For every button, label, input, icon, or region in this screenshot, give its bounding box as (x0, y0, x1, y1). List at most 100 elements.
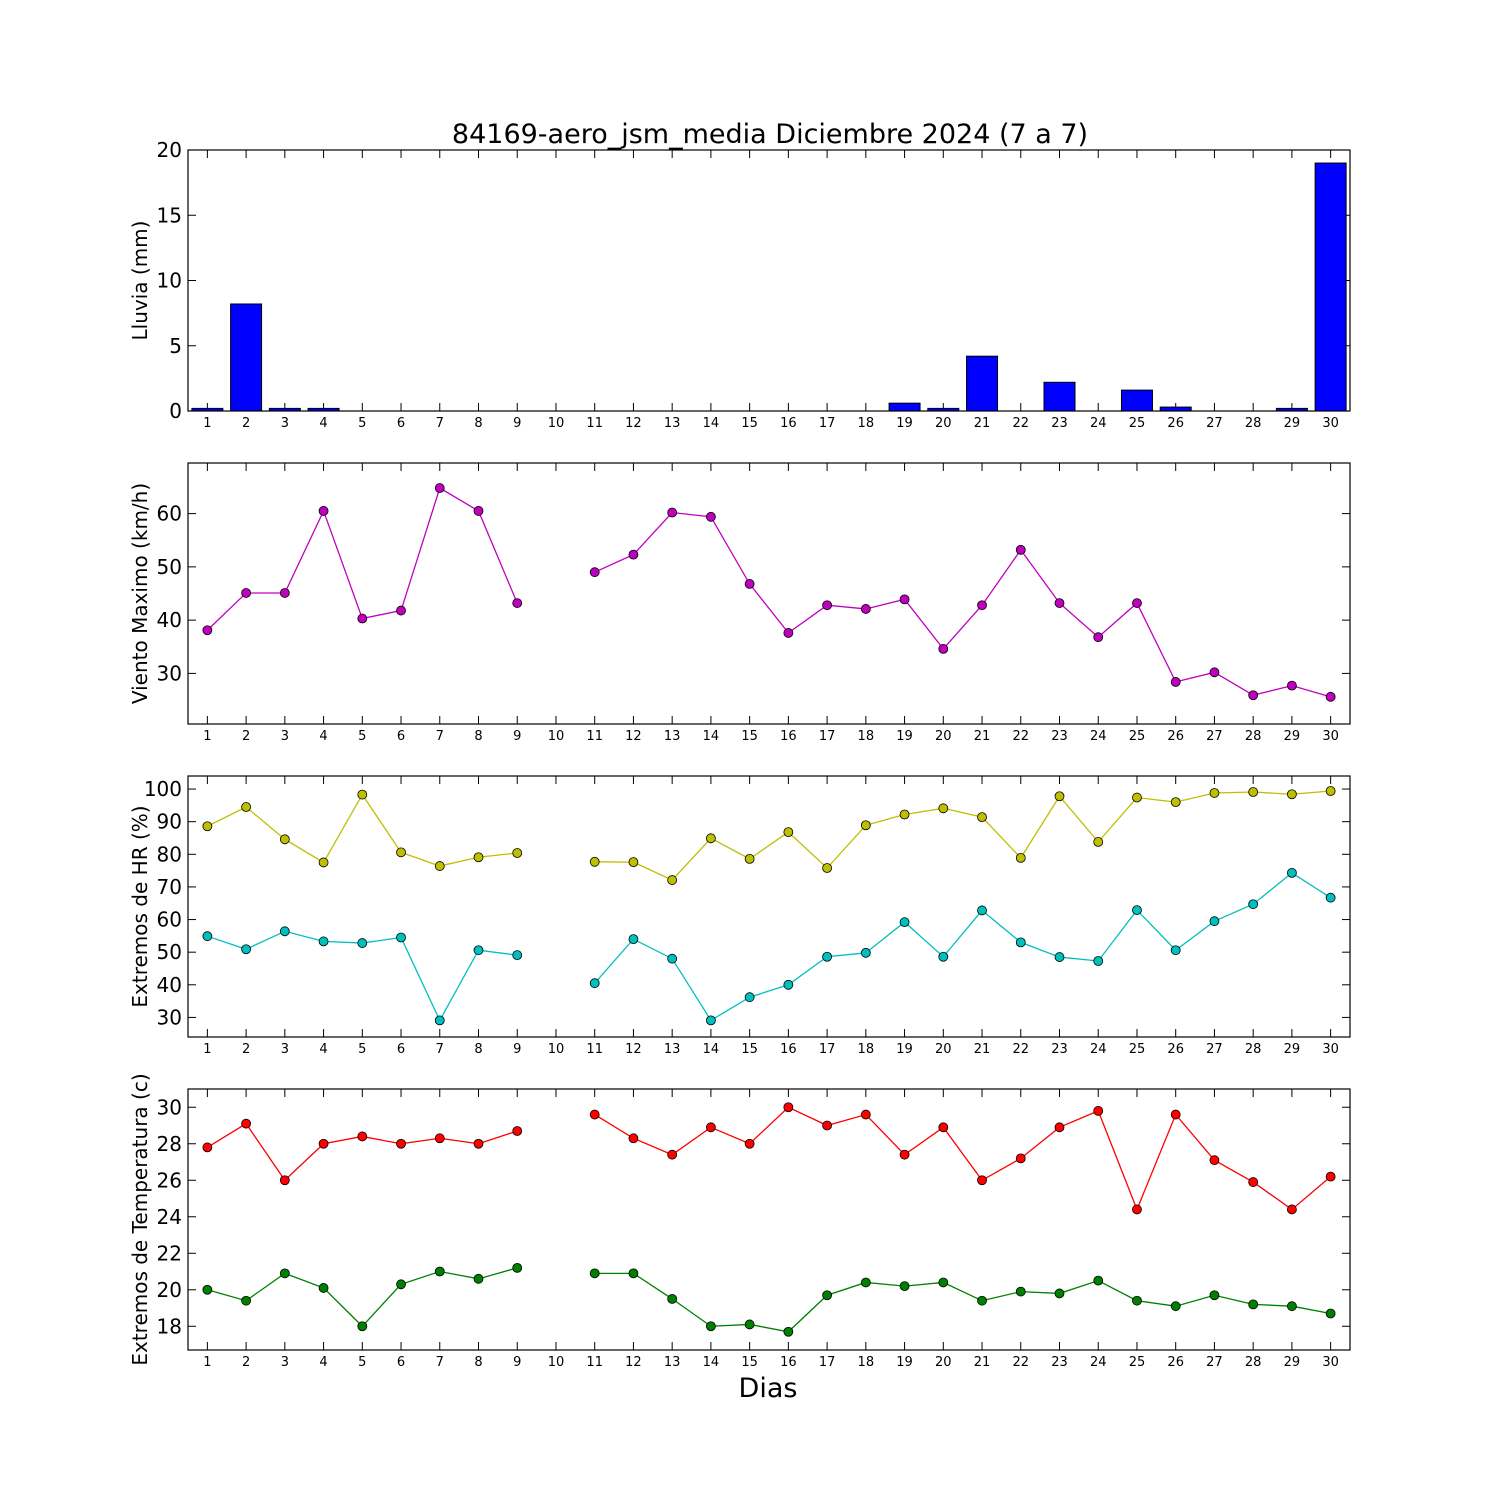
series-1-point-day-29 (1287, 789, 1297, 800)
series-1-line (594, 790, 1331, 881)
series-1-point-day-25 (1132, 598, 1142, 608)
x-tick-label: 1 (203, 416, 211, 431)
series-1-point-day-1 (202, 1142, 213, 1153)
x-tick-label: 2 (242, 1355, 250, 1370)
x-tick-label: 7 (436, 1355, 444, 1370)
x-tick-label: 24 (1090, 1042, 1107, 1057)
series-1-point-day-12 (628, 857, 639, 868)
x-tick-label: 2 (242, 1042, 250, 1057)
series-1-point-day-26 (1170, 797, 1181, 807)
x-tick-label: 19 (896, 1355, 913, 1370)
series-2-point-day-15 (744, 992, 755, 1003)
x-tick-label: 20 (935, 729, 952, 744)
plot-frame (187, 149, 1351, 412)
x-tick-label: 4 (319, 416, 327, 431)
series-1-point-day-14 (706, 833, 716, 844)
series-1-point-day-16 (783, 628, 794, 638)
series-1-point-day-24 (1093, 837, 1104, 847)
y-tick-label: 30 (157, 661, 182, 685)
x-tick-label: 11 (586, 416, 603, 431)
series-1-point-day-5 (357, 789, 368, 800)
bar-day-21 (966, 355, 999, 412)
x-tick-label: 1 (203, 1355, 211, 1370)
x-tick-label: 28 (1245, 1355, 1262, 1370)
series-2-point-day-5 (357, 1321, 368, 1332)
series-2-point-day-17 (822, 1290, 832, 1301)
series-2-point-day-12 (628, 934, 639, 945)
x-tick-label: 27 (1206, 1355, 1223, 1370)
x-tick-label: 17 (819, 1355, 836, 1370)
series-1-point-day-3 (279, 588, 290, 598)
x-tick-label: 5 (358, 416, 366, 431)
series-1-point-day-2 (241, 802, 252, 812)
series-2-point-day-25 (1132, 905, 1142, 915)
series-1-point-day-2 (241, 1118, 252, 1129)
x-tick-label: 13 (664, 416, 681, 431)
x-tick-label: 21 (974, 1042, 991, 1057)
x-tick-label: 30 (1322, 1355, 1339, 1370)
series-2-point-day-12 (628, 1268, 639, 1279)
series-1-point-day-9 (512, 1126, 523, 1136)
x-tick-label: 18 (858, 1355, 875, 1370)
series-1-point-day-14 (706, 1122, 716, 1133)
series-1-point-day-7 (434, 1133, 445, 1144)
series-1-point-day-19 (899, 1149, 910, 1160)
series-2-point-day-21 (977, 905, 987, 916)
x-tick-label: 3 (281, 416, 289, 431)
series-1-point-day-17 (822, 1120, 832, 1131)
y-tick-label: 90 (157, 810, 182, 834)
x-tick-label: 26 (1167, 416, 1184, 431)
series-1-point-day-4 (318, 1138, 329, 1149)
series-2-point-day-20 (938, 1277, 949, 1288)
series-2-point-day-27 (1209, 916, 1220, 927)
x-tick-label: 27 (1206, 1042, 1223, 1057)
series-2-point-day-11 (589, 1268, 600, 1279)
series-1-point-day-18 (860, 1109, 871, 1120)
x-tick-label: 16 (780, 416, 797, 431)
y-tick-label: 70 (157, 875, 182, 899)
series-2-point-day-7 (434, 1266, 445, 1277)
y-tick-label: 30 (157, 1005, 182, 1029)
series-1-point-day-30 (1325, 786, 1336, 796)
x-tick-label: 8 (474, 1042, 482, 1057)
series-2-point-day-19 (899, 917, 910, 928)
y-axis-label: Extremos de HR (%) (128, 805, 152, 1007)
x-tick-label: 6 (397, 1355, 405, 1370)
y-axis-label: Extremos de Temperatura (c) (128, 1073, 152, 1365)
x-tick-label: 5 (358, 1042, 366, 1057)
x-tick-label: 27 (1206, 729, 1223, 744)
x-tick-label: 9 (513, 1042, 521, 1057)
series-1-point-day-11 (589, 1109, 600, 1120)
series-1-point-day-26 (1170, 1109, 1181, 1120)
x-tick-label: 8 (474, 729, 482, 744)
series-2-point-day-30 (1325, 892, 1336, 903)
series-1-point-day-8 (473, 852, 484, 863)
x-tick-label: 28 (1245, 729, 1262, 744)
y-axis-label: Lluvia (mm) (128, 221, 152, 341)
x-tick-label: 16 (780, 1042, 797, 1057)
series-1-point-day-14 (706, 511, 716, 522)
series-2-point-day-24 (1093, 956, 1104, 966)
series-1-point-day-25 (1132, 1204, 1142, 1215)
bar-day-30 (1314, 162, 1347, 412)
series-2-point-day-15 (744, 1319, 755, 1330)
series-1-point-day-4 (318, 506, 329, 516)
series-1-point-day-21 (977, 600, 987, 611)
x-tick-label: 23 (1051, 729, 1068, 744)
series-1-point-day-27 (1209, 1155, 1220, 1166)
y-tick-label: 100 (144, 777, 182, 801)
series-1-point-day-12 (628, 1133, 639, 1144)
x-tick-label: 26 (1167, 729, 1184, 744)
series-1-point-day-22 (1015, 544, 1026, 555)
x-tick-label: 16 (780, 729, 797, 744)
x-tick-label: 19 (896, 416, 913, 431)
bar-day-2 (230, 303, 263, 412)
series-1-point-day-13 (667, 875, 678, 885)
series-1-point-day-6 (396, 847, 406, 858)
plot-frame (187, 1088, 1351, 1351)
series-1-line (594, 1106, 1332, 1212)
series-1-point-day-20 (938, 803, 949, 814)
